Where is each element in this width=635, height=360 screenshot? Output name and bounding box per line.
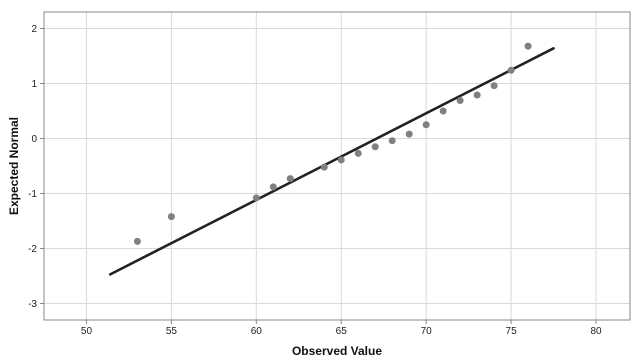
y-axis-title: Expected Normal bbox=[7, 117, 21, 215]
data-point bbox=[405, 130, 413, 138]
x-tick-label: 75 bbox=[506, 326, 518, 337]
x-tick-label: 60 bbox=[251, 326, 263, 337]
data-point bbox=[133, 237, 141, 245]
data-points bbox=[133, 42, 532, 245]
data-point bbox=[422, 121, 430, 129]
data-point bbox=[439, 107, 447, 115]
data-point bbox=[167, 213, 175, 221]
x-tick-label: 55 bbox=[166, 326, 178, 337]
data-point bbox=[371, 143, 379, 151]
y-axis-ticks: 2 1 0 -1 -2 -3 bbox=[28, 24, 44, 310]
x-tick-label: 70 bbox=[421, 326, 433, 337]
x-tick-label: 50 bbox=[81, 326, 93, 337]
y-tick-label: -1 bbox=[28, 189, 37, 200]
y-tick-label: -2 bbox=[28, 244, 37, 255]
data-point bbox=[286, 175, 294, 183]
data-point bbox=[354, 149, 362, 157]
x-axis-title: Observed Value bbox=[292, 344, 382, 358]
y-tick-label: 0 bbox=[31, 134, 37, 145]
data-point bbox=[507, 66, 515, 74]
y-tick-label: 2 bbox=[31, 24, 37, 35]
data-point bbox=[337, 156, 345, 164]
reference-line-layer bbox=[108, 46, 555, 276]
plot-frame bbox=[43, 11, 631, 321]
data-point bbox=[456, 97, 464, 105]
x-tick-label: 65 bbox=[336, 326, 348, 337]
data-point bbox=[524, 42, 532, 50]
data-point bbox=[320, 163, 328, 171]
y-tick-label: 1 bbox=[31, 79, 37, 90]
x-axis-ticks: 50 55 60 65 70 75 80 bbox=[81, 320, 602, 337]
data-point bbox=[269, 183, 277, 191]
grid-lines bbox=[44, 12, 630, 320]
data-point bbox=[473, 91, 481, 99]
x-tick-label: 80 bbox=[590, 326, 602, 337]
reference-line bbox=[108, 46, 555, 276]
y-tick-label: -3 bbox=[28, 299, 37, 310]
data-point bbox=[252, 194, 260, 202]
data-point bbox=[490, 82, 498, 90]
data-point bbox=[388, 137, 396, 145]
